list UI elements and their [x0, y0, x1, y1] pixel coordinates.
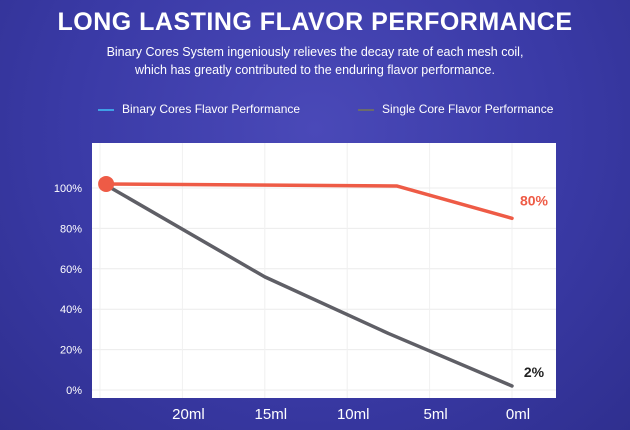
end-label-single: 2%: [524, 364, 545, 380]
chart-subtitle: Binary Cores System ingeniously relieves…: [60, 43, 570, 79]
y-tick-label: 0%: [66, 385, 82, 397]
legend-swatch-single: [358, 108, 374, 111]
x-tick-label: 15ml: [255, 406, 288, 423]
legend-swatch-binary: [98, 108, 114, 111]
x-tick-label: 0ml: [506, 406, 530, 423]
y-tick-label: 20%: [60, 345, 82, 357]
legend-binary: Binary Cores Flavor Performance: [98, 102, 300, 116]
y-tick-label: 40%: [60, 304, 82, 316]
y-tick-label: 60%: [60, 264, 82, 276]
y-tick-label: 100%: [54, 183, 82, 195]
end-label-binary: 80%: [520, 192, 549, 208]
y-tick-label: 80%: [60, 223, 82, 235]
subtitle-line-1: Binary Cores System ingeniously relieves…: [106, 45, 524, 59]
plot-area: [92, 143, 556, 398]
legend-label-binary: Binary Cores Flavor Performance: [122, 102, 301, 116]
x-tick-label: 20ml: [172, 406, 205, 423]
legend-single: Single Core Flavor Performance: [358, 102, 553, 116]
series-line-binary: [102, 182, 514, 221]
subtitle-line-2: which has greatly contributed to the end…: [135, 63, 495, 77]
series-line-single: [102, 182, 514, 388]
chart-title: LONG LASTING FLAVOR PERFORMANCE: [57, 8, 573, 36]
start-point-marker: [98, 175, 115, 192]
x-tick-label: 10ml: [337, 406, 370, 423]
x-tick-label: 5ml: [424, 406, 448, 423]
legend-label-single: Single Core Flavor Performance: [382, 102, 554, 116]
